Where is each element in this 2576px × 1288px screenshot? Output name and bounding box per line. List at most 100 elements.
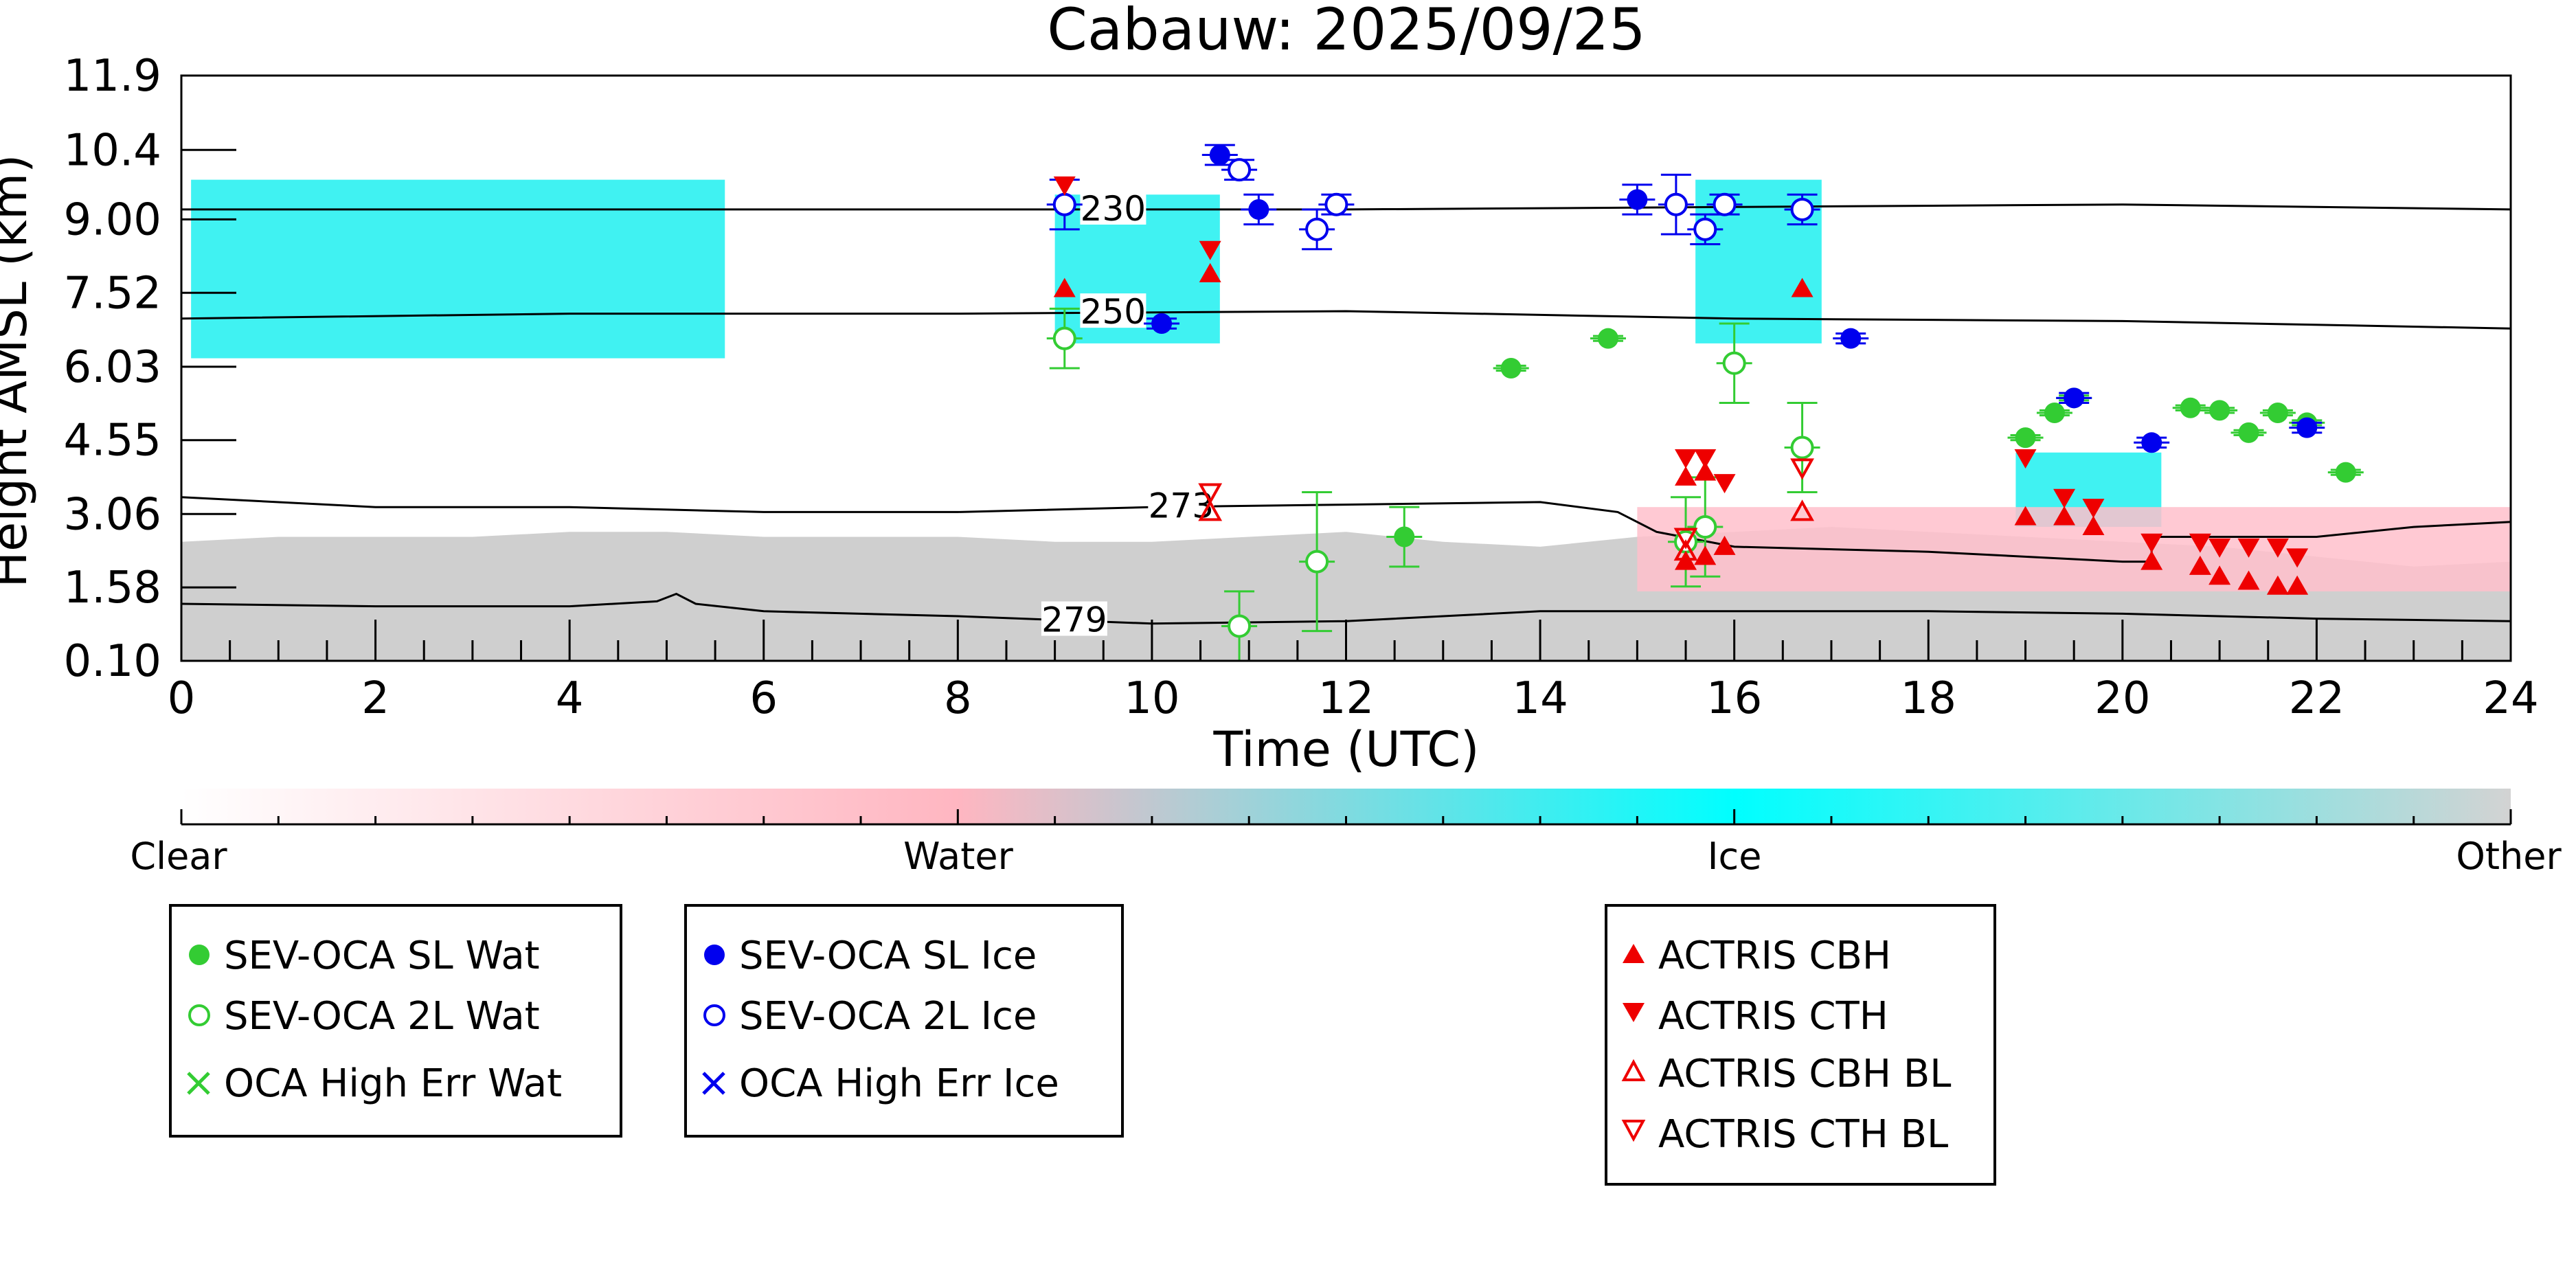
series-actris-cbh — [1053, 262, 2309, 595]
series-actris-cth — [1053, 176, 2309, 568]
legend-water: SEV-OCA SL Wat SEV-OCA 2L Wat OCA High E… — [169, 904, 622, 1138]
legend-box — [169, 904, 622, 1138]
series-actris-cth-bl — [1198, 458, 1814, 550]
data-point — [2208, 565, 2231, 585]
data-point — [1713, 474, 1736, 494]
data-point — [1694, 449, 1717, 468]
data-point — [2180, 397, 2201, 418]
legend-filled-triangle-up-red — [1623, 944, 1645, 963]
data-point — [1248, 199, 1269, 220]
legend-filled-circle-blue — [704, 945, 725, 965]
x-tick-label: 4 — [556, 673, 584, 724]
legend-label: OCA High Err Ice — [739, 1061, 1059, 1106]
data-point — [1394, 526, 1415, 547]
y-axis-label: Height AMSL (km) — [0, 155, 38, 588]
data-point — [1324, 192, 1348, 216]
legend-x-green — [187, 1072, 210, 1095]
data-point — [2286, 575, 2309, 595]
data-point — [1209, 144, 1230, 166]
x-tick-label: 16 — [1706, 673, 1762, 724]
legend-box — [684, 904, 1124, 1138]
contour-label: 230 — [1081, 189, 1146, 229]
legend-ice: SEV-OCA SL Ice SEV-OCA 2L Ice OCA High E… — [684, 904, 1124, 1138]
x-axis: 0 2 4 6 8 10 12 14 16 18 20 22 24 — [168, 620, 2539, 724]
y-tick-label: 3.06 — [64, 489, 162, 540]
y-tick-label: 1.58 — [64, 563, 162, 613]
data-point — [2189, 533, 2211, 553]
observation-markers — [1046, 144, 2364, 662]
data-point — [2044, 402, 2065, 423]
x-tick-label: 14 — [1512, 673, 1568, 724]
data-point — [1722, 351, 1746, 375]
legend-label: SEV-OCA 2L Ice — [739, 994, 1037, 1039]
contour-line — [181, 496, 2511, 563]
x-tick-label: 2 — [361, 673, 389, 724]
legend-open-circle-green — [188, 1004, 210, 1026]
data-point — [2141, 432, 2162, 453]
data-point — [1791, 278, 1814, 297]
data-point — [2237, 570, 2260, 590]
data-point — [1675, 449, 1697, 468]
data-point — [1790, 197, 1814, 221]
legend-label: SEV-OCA SL Wat — [224, 934, 540, 978]
cloud-classification-background — [181, 179, 2511, 661]
legend-open-circle-blue — [703, 1004, 725, 1026]
data-point — [1694, 461, 1717, 481]
x-tick-label: 6 — [749, 673, 778, 724]
x-axis-label: Time (UTC) — [1213, 721, 1480, 778]
colorbar-label-other: Other — [2456, 835, 2562, 878]
data-point — [2209, 400, 2230, 421]
contour-label-bg — [1080, 293, 1146, 328]
y-tick-label: 11.9 — [64, 51, 162, 102]
legend-x-blue — [702, 1072, 725, 1095]
x-tick-label: 18 — [1901, 673, 1956, 724]
data-point — [1790, 499, 1814, 521]
x-tick-label: 12 — [1318, 673, 1374, 724]
legend-label: SEV-OCA SL Ice — [739, 934, 1037, 978]
contour-label-bg — [1041, 601, 1107, 636]
colorbar-ticks — [180, 809, 2512, 824]
y-tick-label: 9.00 — [64, 194, 162, 245]
legend-open-triangle-up-red — [1621, 1059, 1646, 1081]
region-water — [1637, 507, 2511, 591]
data-point — [1500, 358, 1522, 379]
data-point — [1840, 328, 1862, 349]
data-point — [1673, 539, 1698, 561]
data-point — [2082, 499, 2105, 519]
data-point — [2238, 422, 2259, 443]
data-point — [1790, 458, 1814, 480]
data-point — [1305, 550, 1329, 574]
data-point — [2014, 449, 2037, 468]
data-point — [2208, 538, 2231, 558]
data-point — [1713, 535, 1736, 555]
series-actris-cbh-bl — [1198, 499, 1814, 561]
data-point — [2335, 462, 2356, 483]
data-point — [1305, 217, 1329, 241]
data-point — [2237, 538, 2260, 558]
data-point — [1694, 545, 1717, 565]
data-point — [1627, 189, 1648, 210]
legend-filled-triangle-down-red — [1623, 1003, 1645, 1022]
region-ice — [191, 179, 725, 359]
data-point — [1198, 499, 1223, 521]
data-point — [2189, 555, 2211, 575]
data-point — [2082, 516, 2105, 536]
data-point — [2015, 427, 2036, 449]
legend-open-triangle-down-red — [1621, 1120, 1646, 1142]
data-point — [2286, 548, 2309, 568]
colorbar-label-clear: Clear — [130, 835, 227, 878]
x-tick-label: 24 — [2483, 673, 2538, 724]
data-point — [1052, 192, 1076, 216]
x-tick-label: 0 — [168, 673, 196, 724]
legend-actris: ACTRIS CBH ACTRIS CTH ACTRIS CBH BL ACTR… — [1605, 904, 1996, 1186]
legend-box — [1605, 904, 1996, 1186]
legend-label: ACTRIS CBH — [1658, 934, 1891, 978]
data-point — [1228, 158, 1252, 182]
data-point — [1199, 240, 1221, 260]
y-tick-label: 7.52 — [64, 268, 162, 319]
data-point — [1693, 217, 1717, 241]
data-point — [2140, 550, 2163, 570]
contour-label-bg — [1080, 190, 1146, 225]
series-sev-oca-2l-ice — [1046, 158, 1820, 251]
